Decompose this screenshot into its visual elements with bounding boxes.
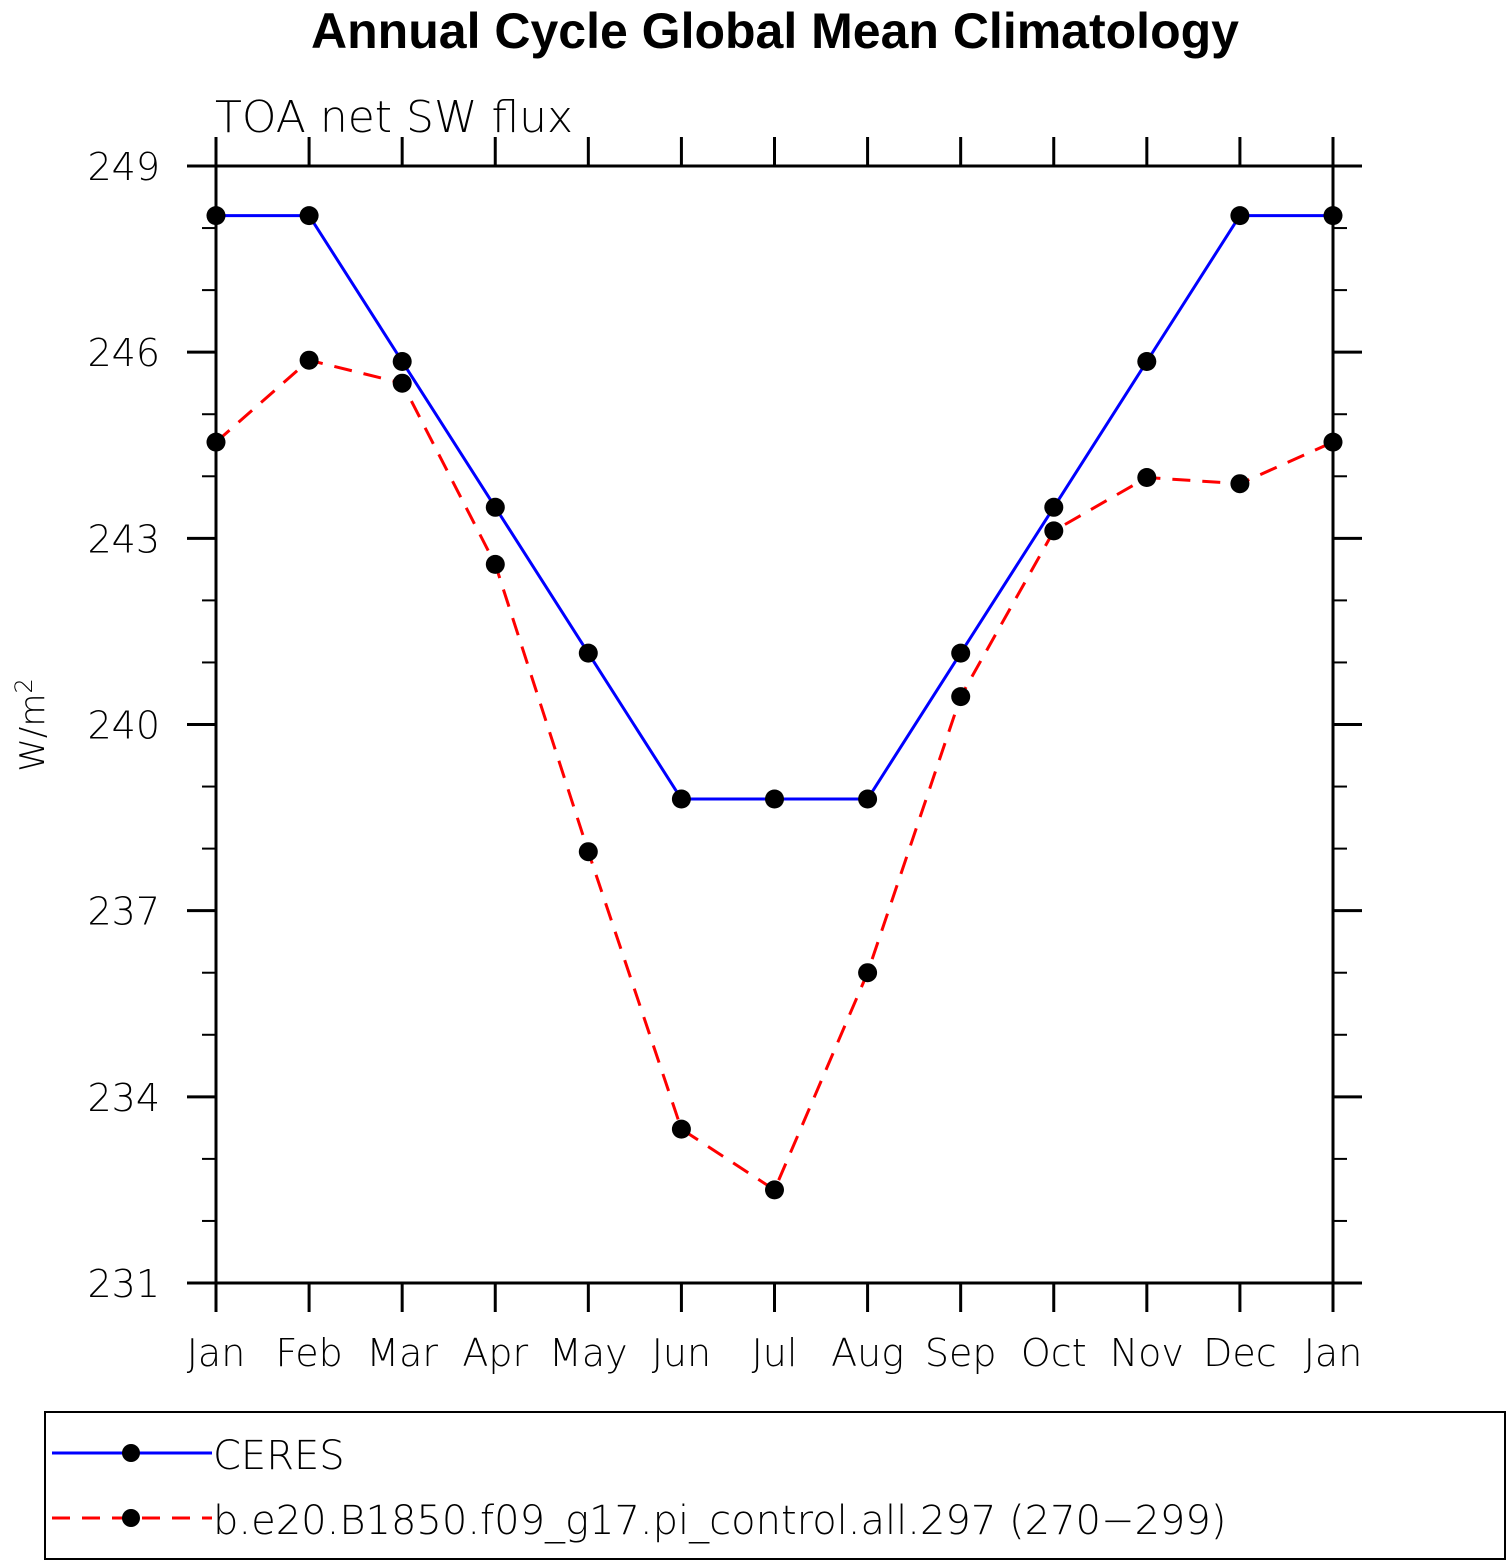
x-tick-label: Oct [1021,1331,1087,1375]
series-0-point [578,643,598,663]
x-tick-label: Aug [831,1331,904,1375]
chart-subtitle: TOA net SW flux [215,92,573,143]
series-1-point [1044,521,1064,541]
series-0-point [951,643,971,663]
series-1-point [671,1119,691,1139]
legend-box [44,1411,1506,1560]
x-tick-label: Mar [366,1331,438,1375]
x-tick-labels: Jan Feb Mar Apr May Jun Jul Aug Sep Oct Nov Dec Jan [187,1331,1363,1375]
x-tick-label: Jul [752,1331,798,1375]
series-group [206,206,1343,1200]
series-0-point [1323,206,1343,226]
series-0-point [765,789,784,809]
series-1-point [578,842,598,862]
series-1-point [858,963,878,983]
x-tick-label: Jun [652,1331,711,1375]
series-line-0 [216,214,1333,801]
series-1-point [1230,474,1250,494]
series-1-point [485,554,505,574]
x-tick-label: Nov [1110,1331,1184,1375]
y-tick-label: 246 [87,331,160,375]
series-1-point [206,432,226,452]
x-tick-label: Feb [275,1331,342,1375]
legend-item-ceres: CERES [52,1433,345,1479]
series-1-point [299,350,319,370]
x-tick-label: Dec [1203,1331,1277,1375]
x-tick-label: Jan [187,1331,246,1375]
x-tick-label: Jan [1304,1331,1363,1375]
y-tick-label: 240 [87,704,160,748]
series-1-point [1137,468,1157,487]
y-axis-label: W/m2 [10,678,53,771]
y-tick-labels: 231 234 237 240 243 246 249 [87,145,160,1306]
x-tick-label: May [549,1331,628,1375]
y-tick-label: 234 [87,1076,160,1120]
x-tick-label: Sep [925,1331,997,1375]
series-0-point [1230,206,1250,226]
legend-label-ceres: CERES [213,1433,345,1479]
series-1-point [1323,432,1343,452]
series-1-point [951,687,971,707]
y-tick-label: 237 [87,890,160,934]
series-0-point [392,352,412,371]
chart-title: Annual Cycle Global Mean Climatology [311,3,1239,59]
axis-ticks [187,137,1362,1312]
series-0-point [858,789,878,809]
legend-marker-ceres [122,1444,140,1462]
series-0-point [299,206,319,226]
y-tick-label: 231 [87,1262,160,1306]
legend-marker-model [122,1509,140,1527]
series-0-point [1044,497,1064,517]
series-1-point [765,1180,784,1200]
series-line-1 [215,358,1334,1193]
y-tick-label: 243 [87,517,160,561]
series-0-point [671,789,691,809]
y-tick-label: 249 [87,145,160,189]
legend-item-model: b.e20.B1850.f09_g17.pi_control.all.297 (… [52,1498,1226,1544]
x-tick-label: Apr [462,1331,528,1375]
legend-label-model: b.e20.B1850.f09_g17.pi_control.all.297 (… [213,1498,1226,1544]
y-axis-label-text: W/m [13,694,53,772]
series-0-point [206,206,226,226]
y-axis-label-superscript: 2 [10,678,38,693]
series-0-point [1137,352,1157,371]
series-0-point [485,497,505,517]
series-1-point [392,373,412,393]
